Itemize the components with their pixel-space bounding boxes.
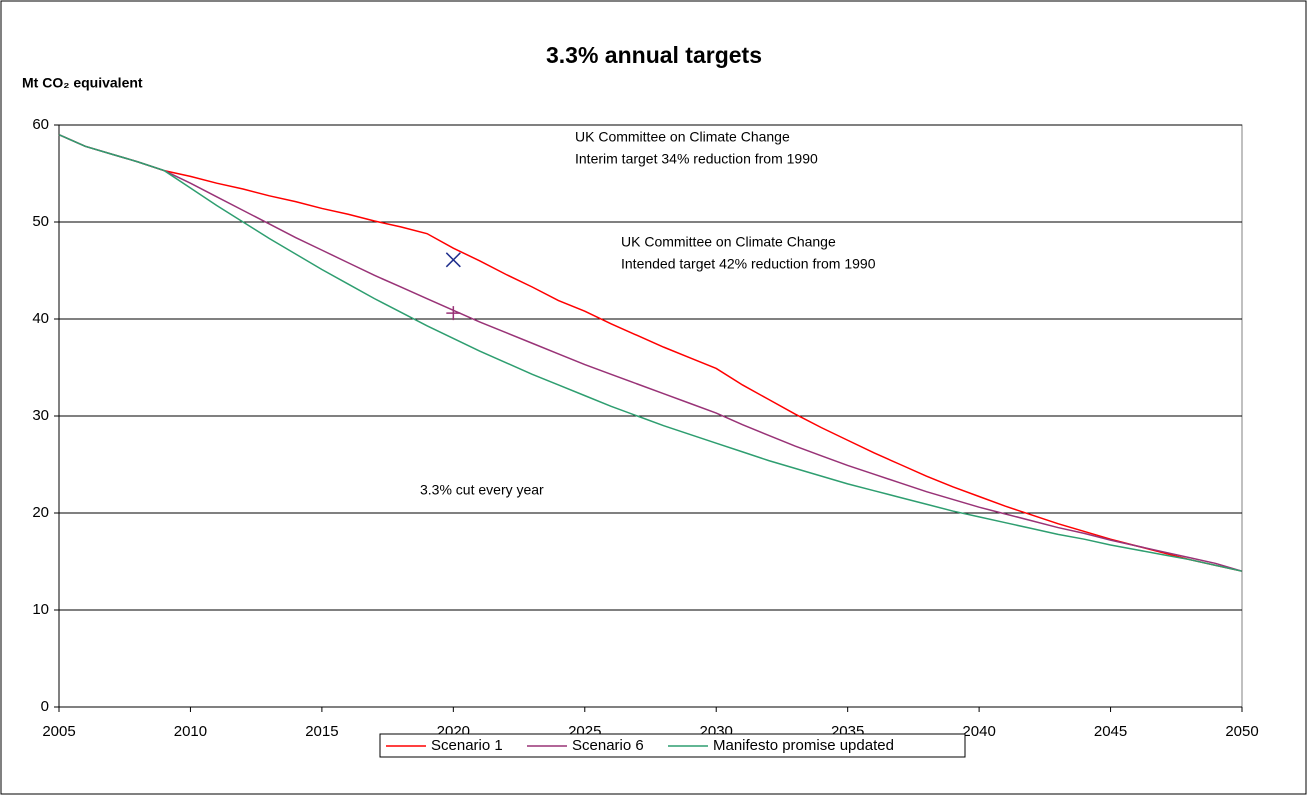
y-tick-label: 0 xyxy=(41,698,49,715)
y-tick-label: 40 xyxy=(32,310,49,327)
x-tick-label: 2050 xyxy=(1225,723,1258,740)
x-tick-label: 2005 xyxy=(42,723,75,740)
line-series xyxy=(58,134,1243,572)
chart-title: 3.3% annual targets xyxy=(546,42,762,68)
y-axis-label: Mt CO₂ equivalent xyxy=(22,75,143,91)
x-tick-label: 2045 xyxy=(1094,723,1127,740)
y-tick-label: 60 xyxy=(32,116,49,133)
legend-label: Scenario 1 xyxy=(431,737,503,754)
annotation: UK Committee on Climate Change xyxy=(575,129,790,145)
annotation: Interim target 34% reduction from 1990 xyxy=(575,151,818,167)
target-marker xyxy=(446,306,461,321)
annotation: UK Committee on Climate Change xyxy=(621,234,836,250)
legend-label: Manifesto promise updated xyxy=(713,737,894,754)
y-tick-label: 30 xyxy=(32,407,49,424)
legend-label: Scenario 6 xyxy=(572,737,644,754)
y-tick-label: 50 xyxy=(32,213,49,230)
x-tick-label: 2040 xyxy=(962,723,995,740)
x-tick-label: 2010 xyxy=(174,723,207,740)
y-tick-label: 20 xyxy=(32,504,49,521)
line-series xyxy=(58,134,1243,572)
annotation: 3.3% cut every year xyxy=(420,482,544,498)
x-tick-label: 2015 xyxy=(305,723,338,740)
line-series xyxy=(58,134,1243,572)
annotation: Intended target 42% reduction from 1990 xyxy=(621,256,876,272)
y-tick-label: 10 xyxy=(32,601,49,618)
target-marker xyxy=(445,252,461,268)
